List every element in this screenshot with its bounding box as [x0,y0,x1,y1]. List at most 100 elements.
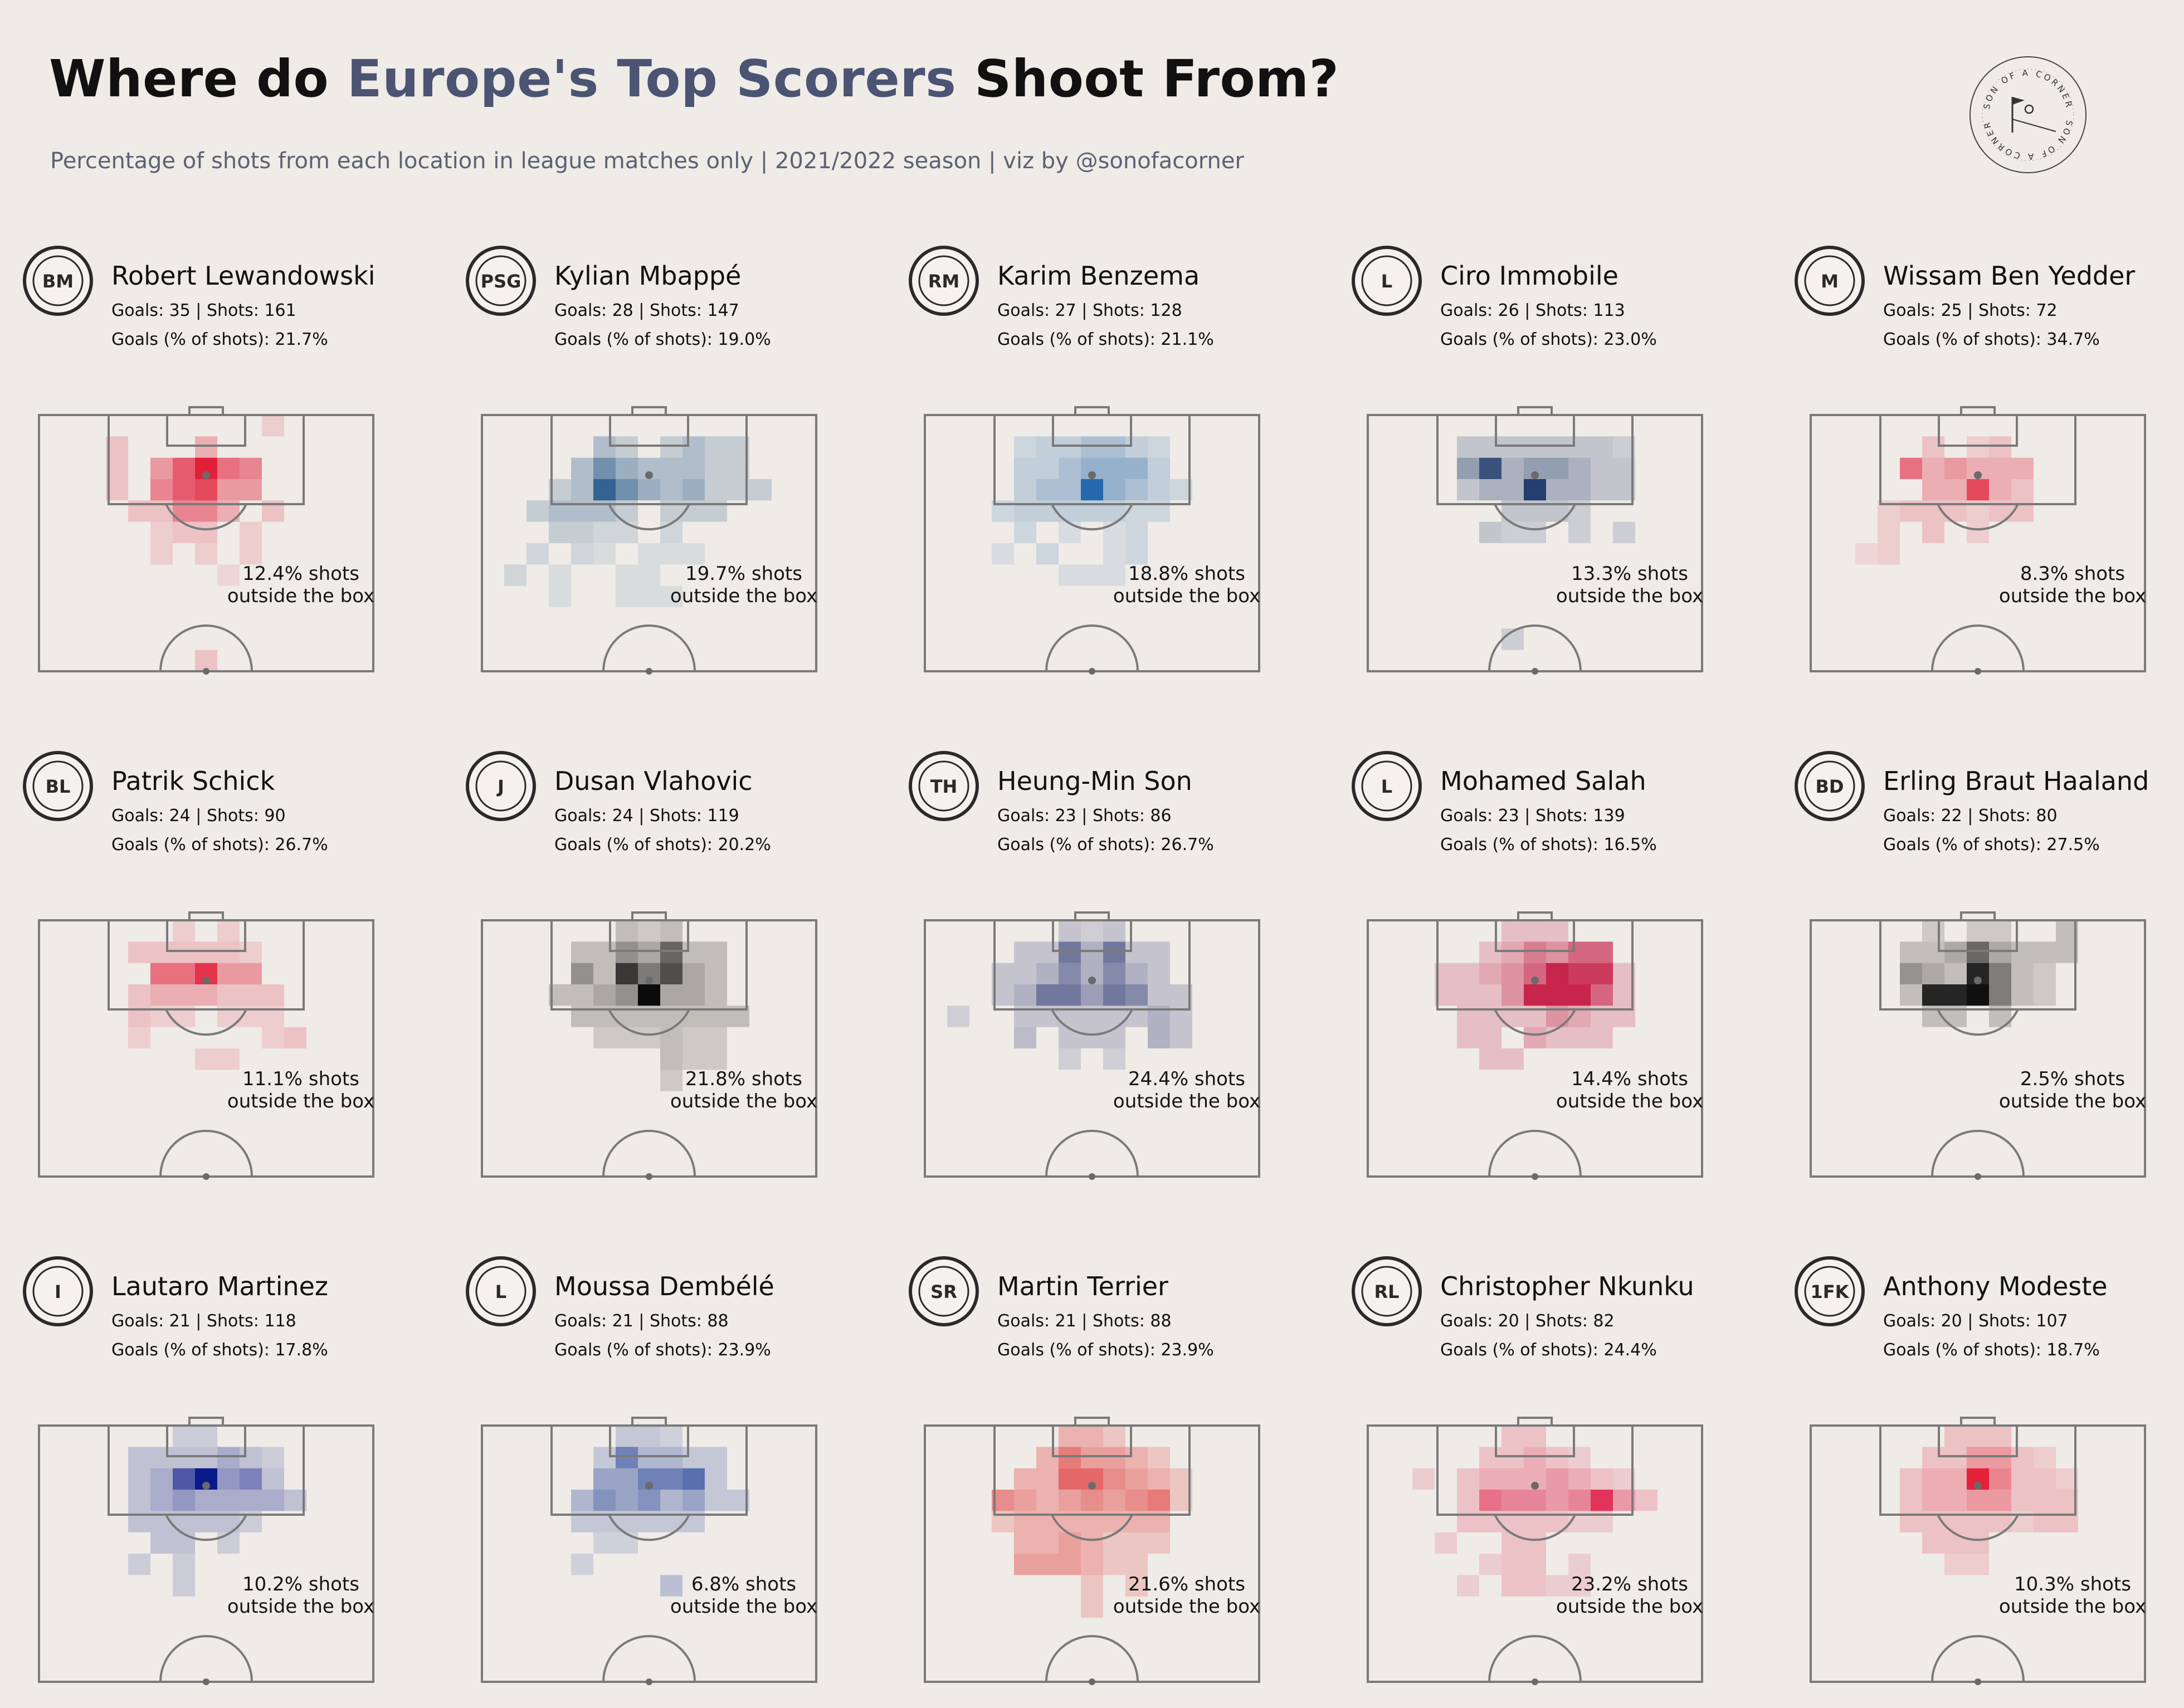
heatmap-cell [1125,1490,1148,1511]
psg-crest: PSG [466,246,536,316]
player-goal-ratio: Goals (% of shots): 26.7% [111,835,328,855]
svg-text:L: L [1381,776,1392,797]
heatmap-cell [1922,963,1944,984]
player-panel: BM Robert Lewandowski Goals: 35 | Shots: 1… [0,0,443,675]
heatmap-cell [1036,543,1059,565]
heatmap-cell [1479,1027,1502,1048]
heatmap-cell [1568,521,1591,543]
shot-heatmap [38,911,374,1180]
heatmap-cell [128,1447,150,1468]
heatmap-cell [1502,457,1524,479]
heatmap-cell [1125,457,1148,479]
heatmap-cell [2034,984,2056,1006]
heatmap-cell [1524,1554,1546,1575]
heatmap-cell [262,1027,284,1048]
heatmap-cell [616,941,638,963]
heatmap-cell [1479,1048,1502,1070]
heatmap-cell [1967,941,1989,963]
heatmap-cell [616,436,638,458]
heatmap-cell [947,1006,969,1027]
heatmap-cell [1014,479,1036,501]
heatmap-cell [173,1490,195,1511]
heatmap-cell [593,521,616,543]
player-name: Lautaro Martinez [111,1271,329,1301]
heatmap-cell [1103,564,1125,586]
penalty-spot [1088,977,1096,984]
heatmap-cell [1103,1027,1125,1048]
heatmap-cell [217,1048,240,1070]
outside-box-annotation: 13.3% shots outside the box [1485,563,1774,607]
heatmap-cell [1568,1447,1591,1468]
heatmap-cell [1103,1554,1125,1575]
heatmap-cell [217,963,240,984]
heatmap-cell [1103,1468,1125,1490]
penalty-arc [1937,1514,2019,1541]
dortmund-crest: BD [1795,751,1865,821]
juventus-crest: J [466,751,536,821]
penalty-spot [202,977,210,984]
goal [1074,1417,1110,1427]
player-name: Karim Benzema [997,261,1200,291]
heatmap-cell [616,1027,638,1048]
heatmap-cell [1922,521,1944,543]
outside-box-suffix: outside the box [670,585,818,607]
heatmap-cell [150,1447,173,1468]
heatmap-cell [1457,479,1479,501]
heatmap-cell [1081,1027,1103,1048]
heatmap-cell [1989,1490,2011,1511]
heatmap-cell [705,436,727,458]
page-subtitle: Percentage of shots from each location i… [50,148,1244,174]
heatmap-cell [1457,1027,1479,1048]
heatmap-cell [1502,1532,1524,1554]
page-title: Where do Europe's Top Scorers Shoot From… [49,49,1339,109]
heatmap-cell [1524,984,1546,1006]
heatmap-cell [2011,941,2034,963]
outside-box-suffix: outside the box [1113,1090,1261,1112]
centre-spot [646,1173,652,1180]
inter-crest: I [23,1256,93,1326]
outside-box-suffix: outside the box [1998,1090,2147,1112]
heatmap-cell [1546,963,1568,984]
leipzig-crest: RL [1352,1256,1422,1326]
heatmap-cell [262,1468,284,1490]
goal [188,911,224,921]
penalty-arc [1494,504,1576,531]
heatmap-cell [660,1468,682,1490]
heatmap-cell [1922,479,1944,501]
heatmap-cell [1014,521,1036,543]
heatmap-cell [1591,963,1613,984]
heatmap-cell [593,457,616,479]
outside-box-suffix: outside the box [227,1090,375,1112]
shot-heatmap [1367,1417,1703,1685]
heatmap-cell [1900,1468,1922,1490]
liverpool-crest: L [1352,751,1422,821]
heatmap-cell [1125,543,1148,565]
heatmap-cell [1081,984,1103,1006]
heatmap-cell [262,1490,284,1511]
heatmap-cell [2034,1447,2056,1468]
heatmap-cell [1524,1447,1546,1468]
heatmap-cell [1479,436,1502,458]
heatmap-cell [217,564,240,586]
penalty-spot [1531,1482,1539,1490]
heatmap-cell [1412,1468,1435,1490]
heatmap-cell [616,920,638,942]
heatmap-cell [638,920,660,942]
heatmap-cell [705,1048,727,1070]
heatmap-cell [1014,1468,1036,1490]
player-goal-ratio: Goals (% of shots): 23.9% [997,1340,1214,1360]
heatmap-cell [660,543,682,565]
heatmap-cell [1635,1490,1658,1511]
heatmap-cell [1014,984,1036,1006]
heatmap-cell [1568,984,1591,1006]
goal [1960,911,1996,921]
player-panel: TH Heung-Min Son Goals: 23 | Shots: 86 Goal… [886,505,1329,1180]
penalty-arc [1051,1514,1133,1541]
heatmap-cell [1170,1027,1192,1048]
heatmap-cell [638,543,660,565]
outside-box-suffix: outside the box [227,585,375,607]
real-madrid-crest: RM [909,246,979,316]
heatmap-cell [660,585,682,607]
heatmap-cell [1900,457,1922,479]
title-accent: Europe's Top Scorers [347,49,957,109]
